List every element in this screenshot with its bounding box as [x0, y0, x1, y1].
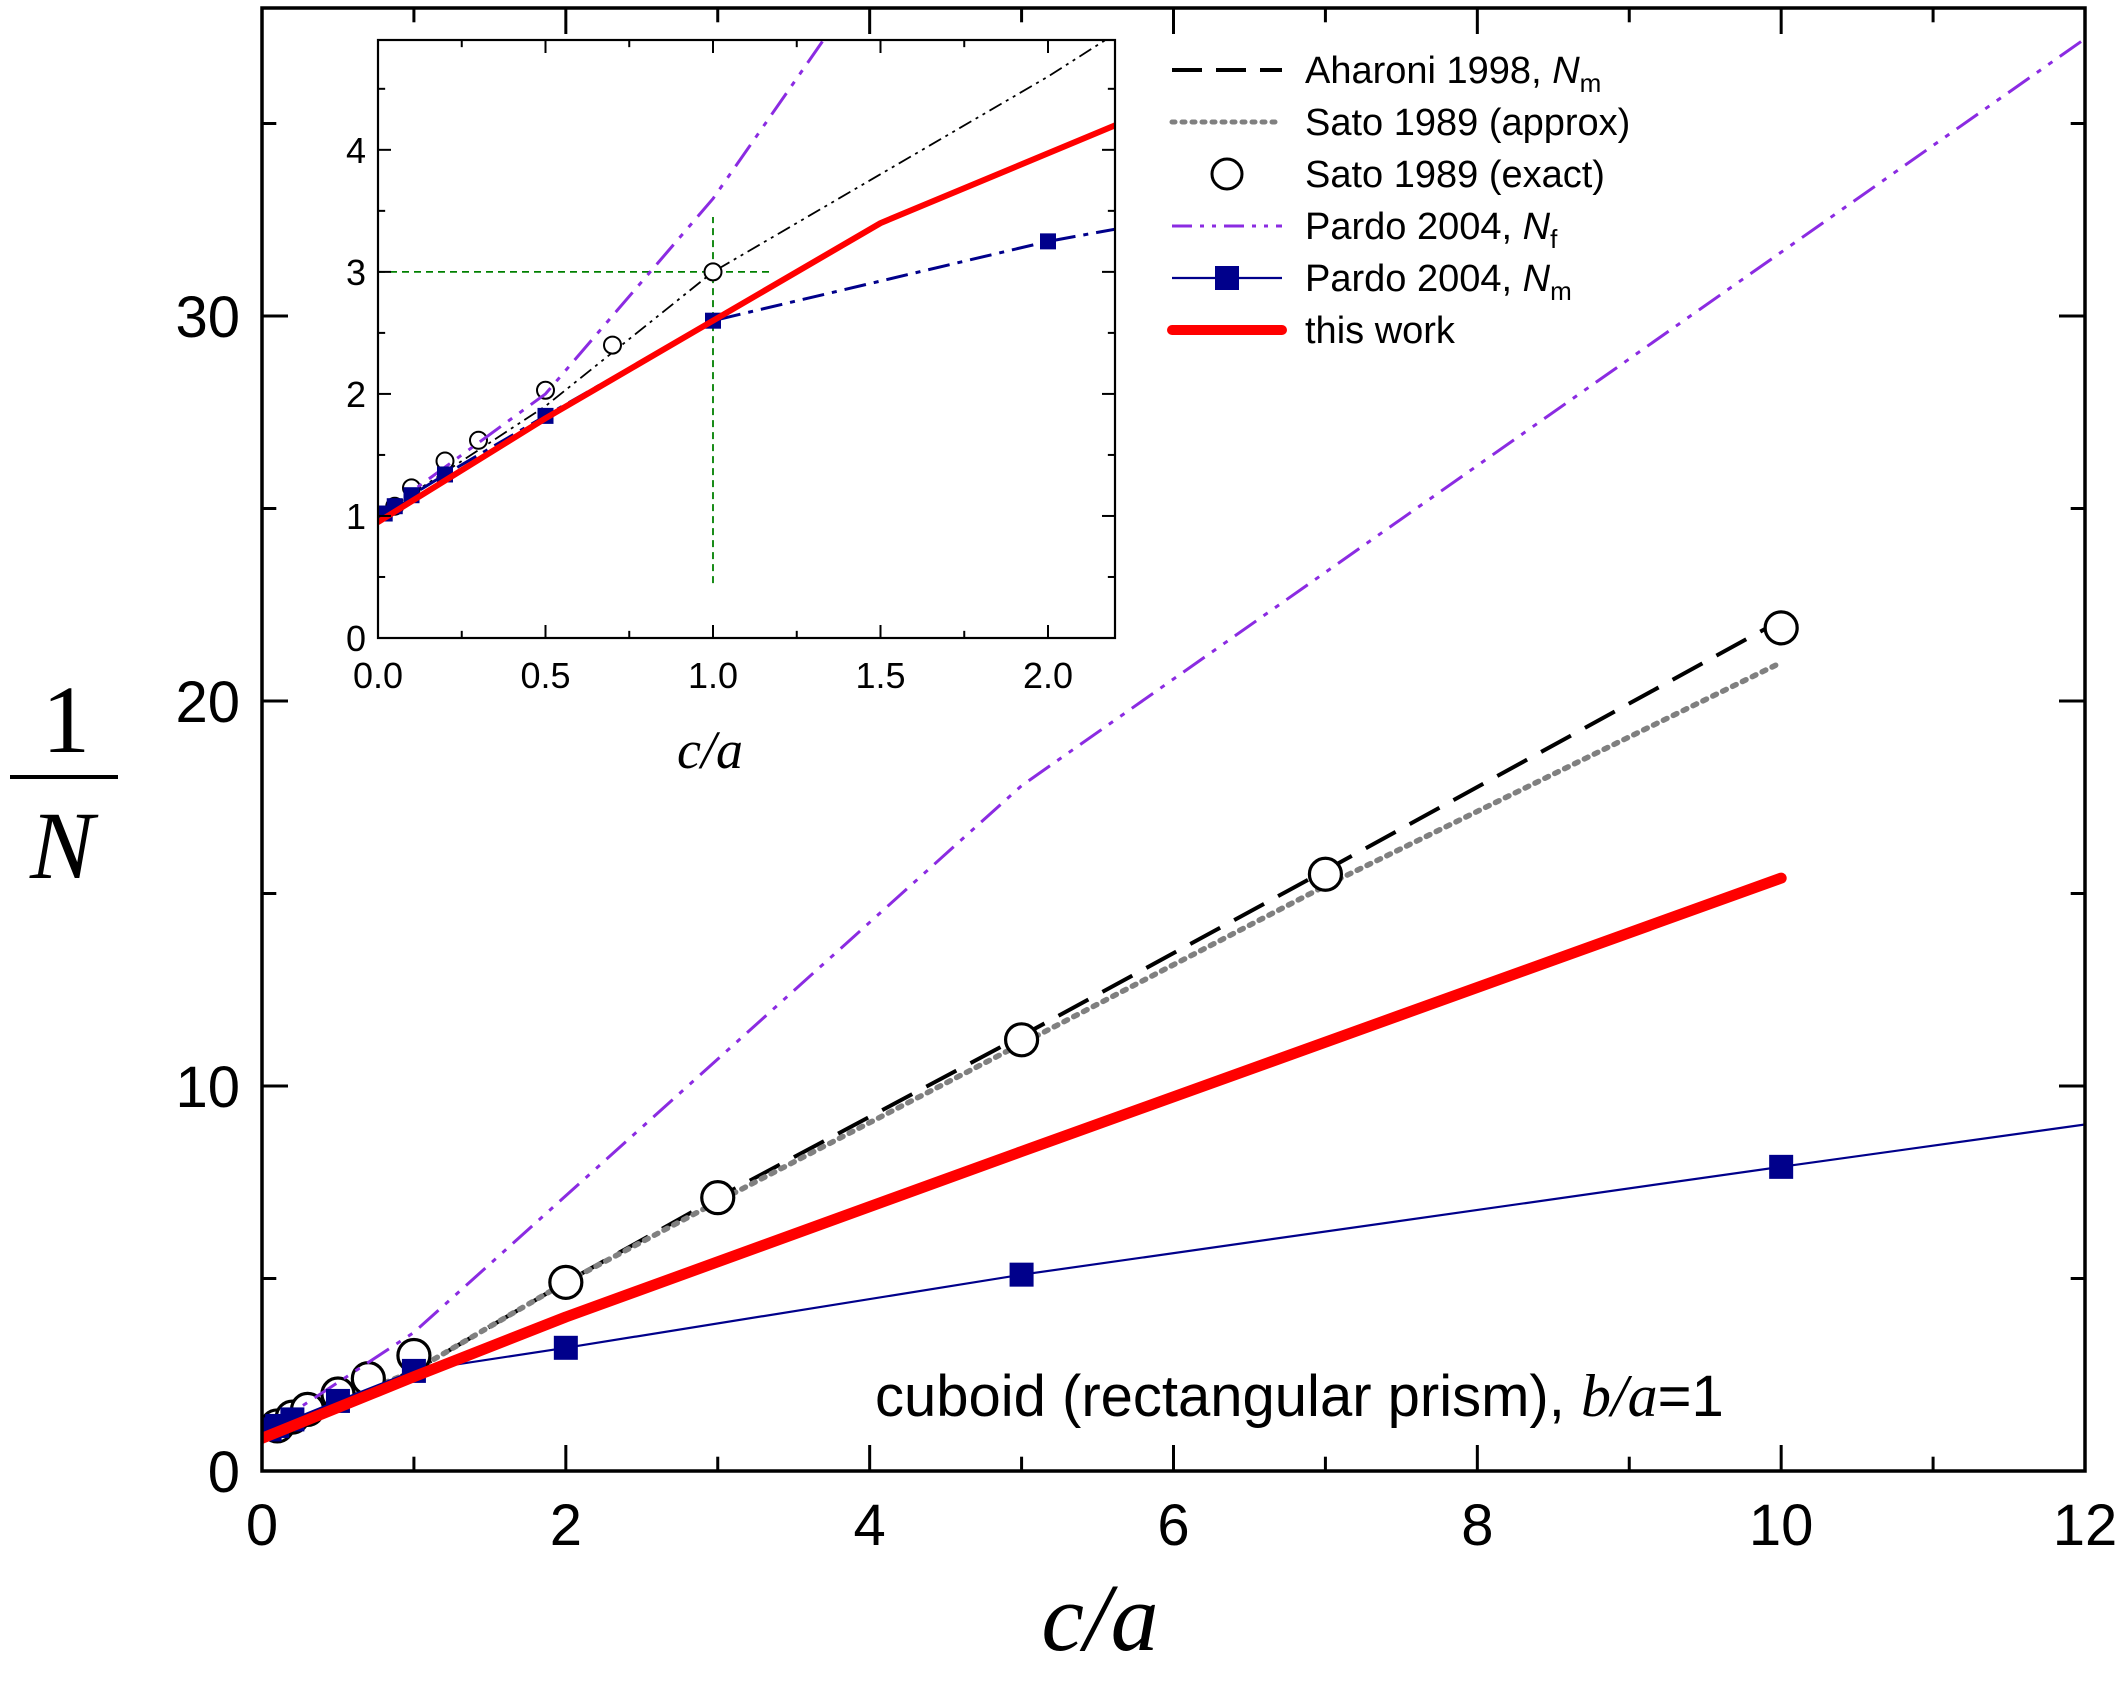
legend-label-text: Pardo 2004,: [1305, 258, 1523, 300]
legend-label-var: N: [1523, 206, 1551, 248]
main-series-sato-1989-exact-point: [548, 1264, 584, 1300]
inset-y-tick-label: 1: [346, 496, 366, 537]
main-x-tick-label: 10: [1749, 1493, 1814, 1558]
main-series-sato-1989-exact-point: [1763, 610, 1799, 646]
legend-item-aharoni: Aharoni 1998, Nm: [1172, 50, 1601, 98]
inset-y-tick-label: 2: [346, 374, 366, 415]
legend-label-sub: m: [1550, 276, 1572, 306]
legend-label-sub: m: [1580, 68, 1602, 98]
inset-x-tick-label: 2.0: [1023, 655, 1073, 696]
inset-x-axis-label: c/a: [677, 720, 743, 780]
inset-series-pardo-2004-nm-point: [1040, 233, 1056, 250]
main-series-sato-1989-exact-point: [700, 1180, 736, 1216]
legend-label-text: Aharoni 1998,: [1305, 50, 1552, 92]
legend-label-var: N: [1552, 50, 1580, 92]
inset-x-tick-label: 0.0: [353, 655, 403, 696]
main-x-tick-label: 8: [1461, 1493, 1493, 1558]
main-x-tick-label: 4: [854, 1493, 886, 1558]
inset-x-tick-label: 1.0: [688, 655, 738, 696]
main-x-tick-label: 6: [1157, 1493, 1189, 1558]
inset-y-tick-label: 0: [346, 618, 366, 659]
inset-y-tick-label: 4: [346, 130, 366, 171]
main-series-this-work-line: [262, 872, 1787, 1444]
legend-item-pardo-m: Pardo 2004, Nm: [1172, 258, 1572, 306]
inset-y-tick-label: 3: [346, 252, 366, 293]
legend-item-this-work: this work: [1167, 310, 1456, 352]
main-series-pardo-2004-nm-point: [553, 1335, 578, 1360]
y-label-denominator: N: [29, 792, 99, 899]
inset-series-aharoni-1998-nm-line: [378, 40, 1108, 517]
legend-label-text: Pardo 2004,: [1305, 206, 1523, 248]
inset-series-sato-1989-exact-point: [469, 430, 488, 450]
legend-label-text: Sato 1989 (exact): [1305, 154, 1605, 196]
inset-series-sato-1989-exact-point: [703, 262, 723, 282]
main-series-pardo-2004-nm-point: [1009, 1262, 1034, 1287]
main-y-tick-label: 10: [175, 1055, 240, 1120]
inset-ticks: 0.0 0.5 1.0 1.5 2.0 0 1 2 3 4: [346, 40, 1115, 696]
legend-item-pardo-f: Pardo 2004, Nf: [1172, 206, 1558, 254]
main-series-pardo-2004-nf-line: [262, 37, 2085, 1434]
inset-series-sato-1989-exact-point: [603, 335, 622, 355]
legend-swatch: [1210, 157, 1244, 191]
annotation-ratio-var: b/a: [1581, 1363, 1658, 1429]
inset-series-pardo-2004-nf-line: [378, 40, 825, 518]
inset-plot-frame: [376, 38, 1117, 640]
main-series-sato-1989-approx-line: [262, 659, 1784, 1436]
main-y-axis-label: 1 N: [10, 666, 118, 899]
annotation-prefix: cuboid (rectangular prism),: [875, 1364, 1581, 1429]
inset-background: [378, 40, 1115, 638]
inset-x-tick-label: 0.5: [520, 655, 570, 696]
legend-label: Aharoni 1998, Nm: [1305, 50, 1601, 98]
legend-item-sato-approx: Sato 1989 (approx): [1169, 102, 1630, 144]
main-y-tick-label: 0: [208, 1440, 240, 1505]
legend-label: Sato 1989 (approx): [1305, 102, 1630, 144]
inset-series-this-work-line: [378, 122, 1115, 526]
legend-label: this work: [1305, 310, 1456, 352]
main-x-axis-label: c/a: [1041, 1564, 1158, 1671]
legend-label: Pardo 2004, Nf: [1305, 206, 1558, 254]
main-annotation: cuboid (rectangular prism), b/a=1: [875, 1363, 1724, 1429]
legend-swatch-marker: [1215, 266, 1239, 290]
main-y-tick-label: 30: [175, 285, 240, 350]
main-series-pardo-2004-nm-point: [1769, 1154, 1794, 1179]
annotation-suffix: =1: [1658, 1364, 1724, 1429]
y-label-numerator: 1: [42, 666, 90, 773]
main-y-tick-label: 20: [175, 670, 240, 735]
main-x-tick-label: 2: [550, 1493, 582, 1558]
inset-series-sato-1989-exact-point: [536, 380, 555, 400]
main-series-sato-1989-exact-point: [1003, 1022, 1040, 1058]
inset-x-tick-label: 1.5: [855, 655, 905, 696]
inset-plot: 0.0 0.5 1.0 1.5 2.0 0 1 2 3 4 c/a: [346, 38, 1117, 780]
inset-series-layer: [378, 40, 1115, 584]
legend-label: Pardo 2004, Nm: [1305, 258, 1572, 306]
main-x-tick-label: 12: [2053, 1493, 2118, 1558]
legend-label-sub: f: [1550, 224, 1558, 254]
main-series-layer: [262, 37, 2085, 1444]
legend-label-text: this work: [1305, 310, 1456, 352]
legend-label-var: N: [1523, 258, 1551, 300]
legend-label: Sato 1989 (exact): [1305, 154, 1605, 196]
main-series-sato-1989-exact-point: [1307, 856, 1344, 892]
legend-item-sato-exact: Sato 1989 (exact): [1210, 154, 1605, 196]
legend-label-text: Sato 1989 (approx): [1305, 102, 1630, 144]
main-x-tick-label: 0: [246, 1493, 278, 1558]
